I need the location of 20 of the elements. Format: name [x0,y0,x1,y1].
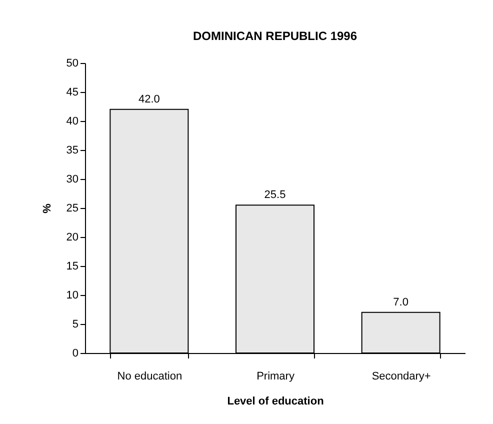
y-tick-label: 15 [66,260,78,272]
y-tick-label: 10 [66,290,78,302]
data-label: 7.0 [393,296,408,308]
data-label: 42.0 [138,93,160,106]
y-tick-label: 5 [72,318,78,330]
data-label: 25.5 [264,189,286,202]
y-tick-label: 50 [66,58,78,70]
y-tick-label: 35 [66,144,78,156]
y-tick-label: 0 [72,348,78,360]
y-tick-label: 45 [66,86,78,98]
y-tick-label: 40 [66,116,78,128]
y-axis-title: % [41,203,54,214]
x-tick-label: No education [117,370,182,382]
x-tick-label: Primary [256,370,295,382]
x-axis-title: Level of education [227,396,324,408]
y-tick-label: 25 [66,202,78,214]
chart-title: DOMINICAN REPUBLIC 1996 [192,29,358,43]
y-tick-label: 20 [66,232,78,244]
y-tick-label: 30 [66,174,78,186]
x-tick-label: Secondary+ [372,370,431,382]
